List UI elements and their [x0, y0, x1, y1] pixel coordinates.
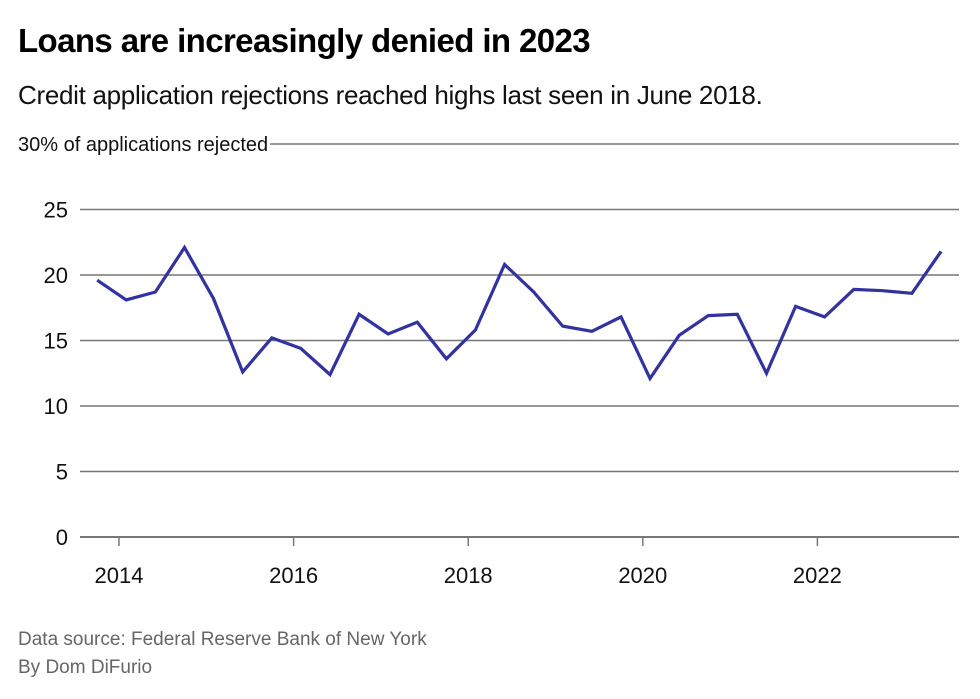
series-line — [96, 244, 943, 382]
y-tick-label: 10 — [44, 394, 68, 419]
x-tick-label: 2016 — [269, 563, 318, 588]
y-tick-label: 20 — [44, 263, 68, 288]
chart-subtitle: Credit application rejections reached hi… — [18, 80, 763, 110]
y-axis: 0 5 10 15 20 25 30% of applications rejected — [18, 134, 268, 550]
y-tick-label: 25 — [44, 198, 68, 223]
x-tick-label: 2018 — [444, 563, 493, 588]
x-tick-label: 2022 — [793, 563, 842, 588]
series-layer — [96, 244, 943, 382]
x-axis: 2014 2016 2018 2020 2022 — [95, 537, 842, 588]
y-axis-title: 30% of applications rejected — [18, 134, 268, 156]
y-tick-label: 0 — [56, 525, 68, 550]
x-tick-label: 2014 — [95, 563, 144, 588]
x-tick-label: 2020 — [618, 563, 667, 588]
gridlines — [80, 143, 959, 538]
byline: By Dom DiFurio — [18, 657, 153, 678]
y-tick-label: 5 — [56, 460, 68, 485]
chart-title: Loans are increasingly denied in 2023 — [18, 22, 591, 59]
y-tick-label: 15 — [44, 329, 68, 354]
line-chart: 0 5 10 15 20 25 30% of applications rejected 2… — [18, 134, 959, 588]
data-source: Data source: Federal Reserve Bank of New… — [18, 629, 427, 650]
chart-footer: Data source: Federal Reserve Bank of New… — [18, 626, 427, 682]
